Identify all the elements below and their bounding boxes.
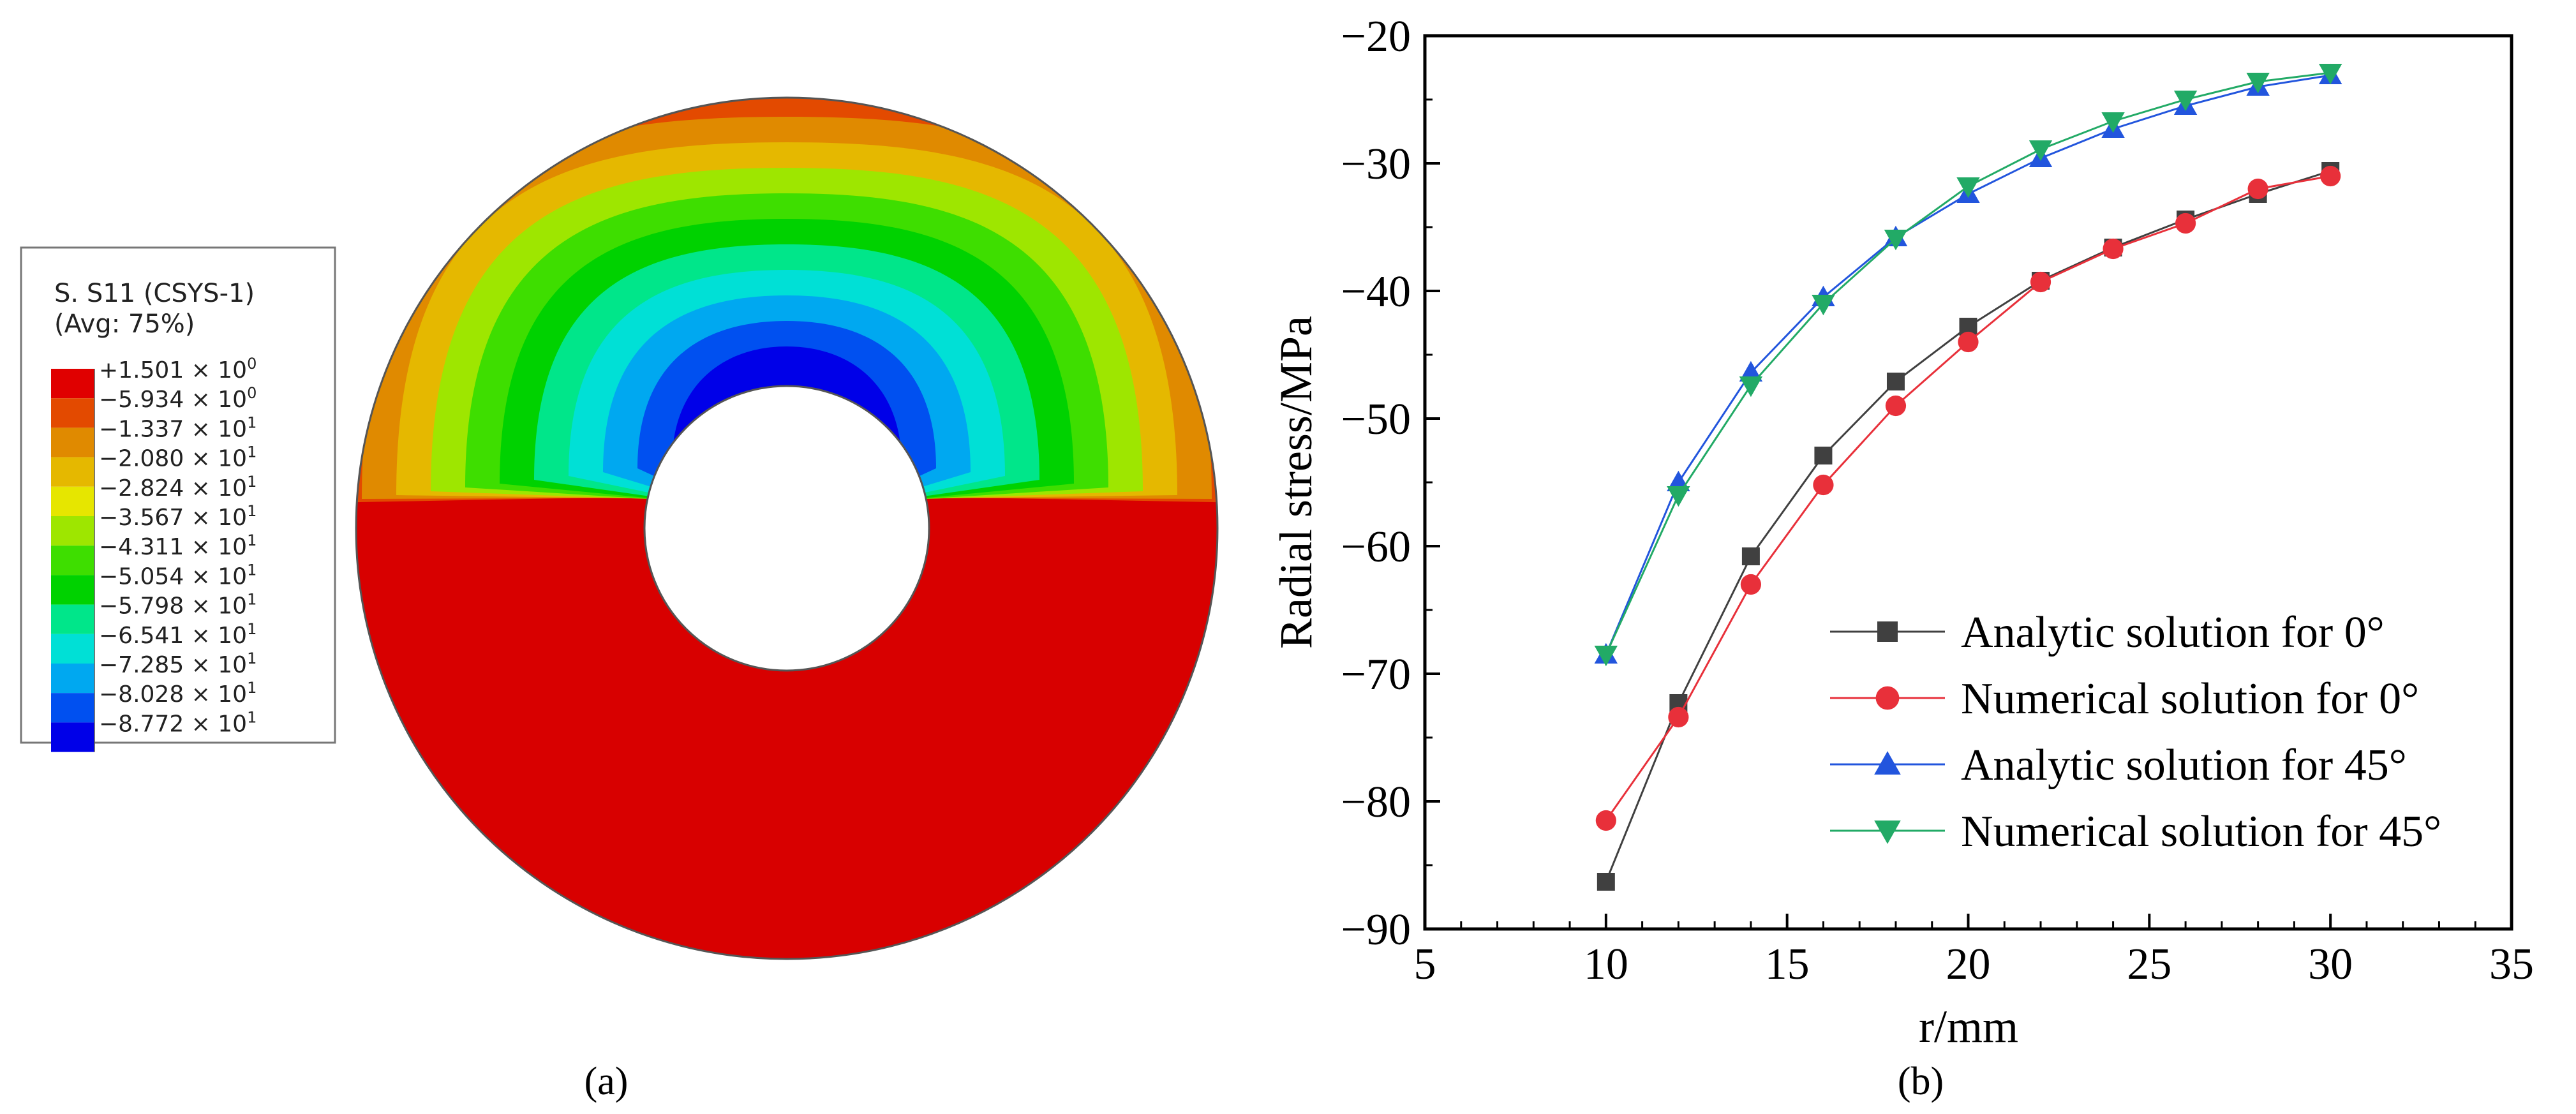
series-line [1605, 175, 2331, 821]
data-point [1885, 395, 1907, 417]
legend-color-swatch [51, 369, 94, 399]
chart-legend: Analytic solution for 0° Numerical soluti… [1830, 608, 2441, 856]
data-point [1740, 574, 1761, 595]
legend-color-swatch [51, 722, 94, 752]
data-point [2246, 73, 2270, 94]
legend-color-swatch [51, 486, 94, 516]
y-tick-label: −60 [1341, 523, 1411, 572]
y-tick-label: −20 [1341, 12, 1411, 61]
data-point [2103, 238, 2124, 260]
data-point [2030, 271, 2051, 293]
legend-color-swatch [51, 575, 94, 605]
legend-level-value: −8.028 × 101 [99, 679, 257, 708]
data-point [1668, 706, 1689, 728]
legend-subtitle: (Avg: 75%) [54, 309, 195, 339]
legend-level-value: −1.337 × 101 [99, 413, 257, 442]
x-axis-label: r/mm [1919, 1001, 2018, 1052]
legend-level-value: +1.501 × 100 [99, 355, 257, 383]
stress-contour-disc [355, 96, 1219, 960]
panel-b-label: (b) [1898, 1060, 1944, 1103]
panel-a-label: (a) [584, 1060, 629, 1103]
legend-level-value: −5.054 × 101 [99, 561, 257, 590]
y-axis-label: Radial stress/MPa [1270, 316, 1322, 649]
axes: 5 10 15 20 25 30 35 −90 −80 −70 −60 −50 −40 −30 −20 [1341, 12, 2534, 989]
x-tick-label: 35 [2489, 940, 2534, 989]
data-point [1812, 295, 1835, 316]
data-series [1594, 63, 2342, 891]
data-point [1741, 547, 1760, 565]
legend-level-value: −5.798 × 101 [99, 591, 257, 620]
y-tick-label: −30 [1341, 140, 1411, 189]
legend-color-swatch [51, 604, 94, 634]
legend-color-swatch [51, 664, 94, 694]
data-point [2318, 64, 2342, 85]
legend-color-swatch [51, 516, 94, 546]
series [1595, 165, 2341, 831]
panel-a-contour-plot: S. S11 (CSYS-1) (Avg: 75%) +1.501 × 100−… [20, 96, 1219, 1103]
legend-level-value: −2.824 × 101 [99, 473, 257, 501]
data-point [1595, 810, 1616, 831]
legend-level-value: −8.772 × 101 [99, 708, 257, 737]
data-point [1739, 360, 1763, 382]
legend-level-value: −3.567 × 101 [99, 502, 257, 531]
central-hole [643, 385, 930, 672]
y-tick-label: −50 [1341, 395, 1411, 444]
data-point [1874, 821, 1901, 844]
series [1594, 63, 2342, 664]
legend-level-value: −7.285 × 101 [99, 650, 257, 678]
data-point [2247, 178, 2268, 200]
data-point [1884, 230, 1908, 251]
data-point [1875, 686, 1900, 710]
legend-color-swatch [51, 398, 94, 428]
legend-color-swatch [51, 546, 94, 576]
disc-outer-edge [355, 96, 1219, 960]
legend-color-swatch [51, 457, 94, 487]
y-tick-label: −80 [1341, 778, 1411, 827]
x-tick-label: 20 [1946, 940, 1991, 989]
legend-entry-label: Numerical solution for 0° [1961, 674, 2419, 724]
data-point [1877, 621, 1898, 642]
x-tick-label: 25 [2127, 940, 2171, 989]
x-tick-label: 10 [1584, 940, 1628, 989]
legend-color-swatch [51, 427, 94, 457]
data-point [1874, 751, 1901, 775]
x-tick-label: 30 [2308, 940, 2353, 989]
legend-entry-label: Numerical solution for 45° [1961, 807, 2441, 856]
data-point [1886, 373, 1905, 390]
data-point [2029, 140, 2053, 161]
x-tick-label: 15 [1765, 940, 1810, 989]
legend-color-swatch [51, 693, 94, 723]
data-point [2175, 212, 2196, 234]
legend-level-value: −6.541 × 101 [99, 620, 257, 649]
data-point [2101, 112, 2125, 133]
y-tick-label: −90 [1341, 905, 1411, 954]
data-point [2320, 165, 2341, 187]
legend-title: S. S11 (CSYS-1) [54, 279, 255, 308]
x-tick-label: 5 [1414, 940, 1436, 989]
data-point [2173, 91, 2198, 112]
contour-legend: S. S11 (CSYS-1) (Avg: 75%) +1.501 × 100−… [20, 246, 336, 752]
data-point [1739, 376, 1763, 397]
series [1594, 64, 2342, 667]
legend-color-swatch [51, 634, 94, 664]
data-point [1597, 873, 1615, 891]
plot-frame [1423, 34, 2513, 931]
data-point [1958, 331, 1979, 353]
legend-entry-label: Analytic solution for 45° [1961, 741, 2407, 790]
panel-b-line-chart: 5 10 15 20 25 30 35 −90 −80 −70 −60 −50 −40 −30 −20 Ra… [1270, 12, 2534, 1103]
data-point [1667, 486, 1690, 507]
series-line [1605, 71, 2331, 655]
legend-level-value: −4.311 × 101 [99, 531, 257, 560]
y-tick-label: −70 [1341, 650, 1411, 699]
data-point [1594, 646, 1618, 667]
series-line [1605, 74, 2331, 655]
legend-level-value: −5.934 × 100 [99, 384, 257, 413]
y-tick-label: −40 [1341, 267, 1411, 316]
legend-entry-label: Analytic solution for 0° [1961, 608, 2385, 657]
data-point [1956, 177, 1980, 198]
data-point [1813, 474, 1834, 496]
legend-level-value: −2.080 × 101 [99, 443, 257, 472]
data-point [1814, 447, 1833, 464]
